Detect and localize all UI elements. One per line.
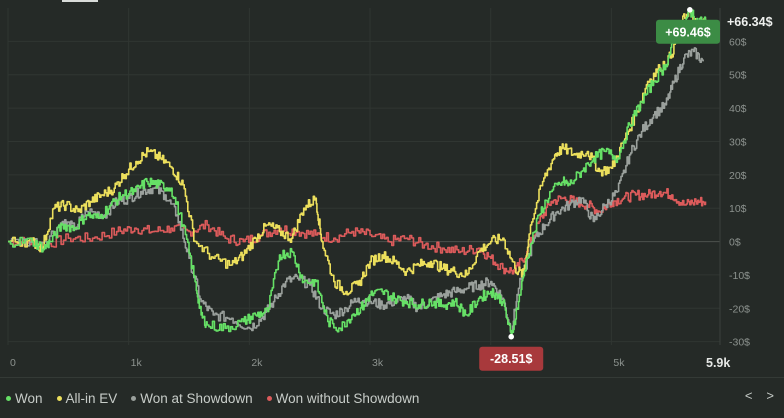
legend-label-won-at-showdown: Won at Showdown <box>140 390 253 406</box>
legend-label-all-in-ev: All-in EV <box>65 390 118 406</box>
legend-dot-won-at-showdown <box>131 395 137 401</box>
y-tick-label: 10$ <box>729 203 747 215</box>
legend-divider <box>0 377 784 378</box>
grid <box>7 8 720 345</box>
y-tick-label: 0$ <box>729 237 741 249</box>
legend-item-won[interactable]: Won <box>6 391 43 406</box>
legend-dot-won-without-showdown <box>266 395 272 401</box>
y-top-label: +66.34$ <box>727 15 773 29</box>
x-tick-label: 1k <box>131 357 143 369</box>
legend-label-won-without-showdown: Won without Showdown <box>275 390 420 406</box>
series-line-won-at-showdown <box>8 47 704 334</box>
legend-prev-button[interactable]: < <box>744 388 753 403</box>
legend-item-won-without-showdown[interactable]: Won without Showdown <box>266 390 420 406</box>
y-tick-label: 20$ <box>729 170 747 182</box>
legend-dot-won <box>6 395 11 401</box>
min-callout-box <box>479 346 544 371</box>
x-tick-label: 3k <box>372 357 384 369</box>
y-tick-label: 40$ <box>729 103 747 115</box>
y-tick-label: 30$ <box>729 136 747 148</box>
x-tick-label: 5k <box>613 357 625 369</box>
legend-item-won-at-showdown[interactable]: Won at Showdown <box>131 390 253 406</box>
legend-item-all-in-ev[interactable]: All-in EV <box>56 390 118 406</box>
min-callout-marker <box>508 333 515 340</box>
max-callout-label: +69.46$ <box>665 25 711 39</box>
axes: 01k2k3k4k5k5.9k60$50$40$30$20$10$0$-10$-… <box>10 8 773 370</box>
series-layer <box>8 8 707 338</box>
legend-next-button[interactable]: > <box>766 388 774 403</box>
min-callout-label: -28.51$ <box>490 352 532 366</box>
y-tick-label: 50$ <box>729 70 747 82</box>
x-tick-label: 2k <box>251 357 263 369</box>
y-tick-label: 60$ <box>729 36 747 48</box>
series-line-won-without-showdown <box>8 188 707 275</box>
max-callout-marker <box>687 7 693 13</box>
y-tick-label: -20$ <box>729 303 750 315</box>
legend-dot-all-in-ev <box>56 395 62 401</box>
x-tick-label: 0 <box>10 357 16 369</box>
y-tick-label: -10$ <box>729 270 750 282</box>
series-line-all-in-ev <box>8 8 707 296</box>
max-callout-box <box>656 19 720 44</box>
series-line-won <box>8 8 707 338</box>
callouts: +69.46$ -28.51$ <box>479 7 720 371</box>
legend-nav: < > <box>745 388 774 403</box>
top-indicator-bar <box>62 0 98 2</box>
legend-label-won: Won <box>15 390 43 406</box>
y-tick-label: -30$ <box>729 337 750 349</box>
x-end-label: 5.9k <box>706 356 730 370</box>
legend: Won All-in EV Won at Showdown Won withou… <box>6 388 419 408</box>
